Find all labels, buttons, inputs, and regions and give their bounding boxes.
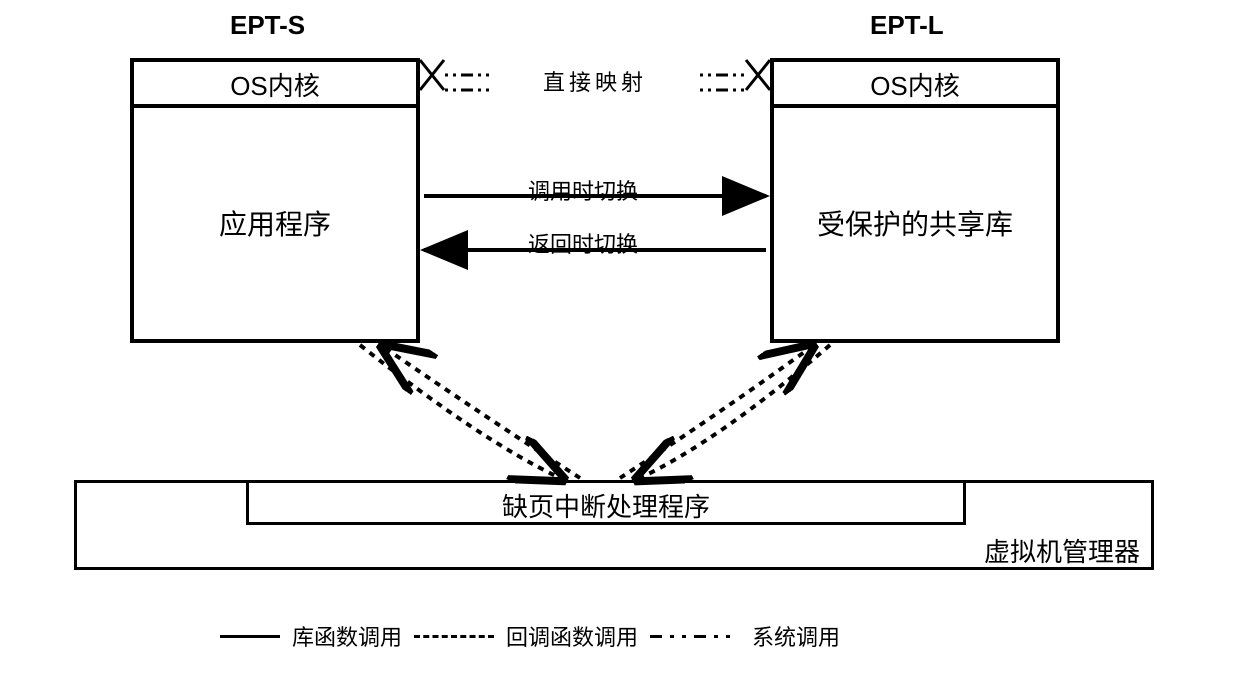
handler-to-left-arrow <box>385 348 580 478</box>
right-to-handler-arrow <box>640 345 830 478</box>
return-switch-label: 返回时切换 <box>528 227 638 259</box>
vmm-inner: 缺页中断处理程序 <box>246 480 966 525</box>
legend-callback: 回调函数调用 <box>506 620 638 652</box>
right-box-header: OS内核 <box>774 62 1056 108</box>
legend: 库函数调用 回调函数调用 系统调用 <box>220 620 840 652</box>
legend-solid-line <box>220 635 280 638</box>
left-box-body: 应用程序 <box>134 108 416 343</box>
legend-syscall: 系统调用 <box>752 620 840 652</box>
legend-dashed-line <box>414 635 494 638</box>
ept-s-label: EPT-S <box>230 10 305 41</box>
vmm-label: 虚拟机管理器 <box>984 532 1140 569</box>
left-to-handler-arrow <box>360 345 560 478</box>
left-box-header: OS内核 <box>134 62 416 108</box>
right-box: OS内核 受保护的共享库 <box>770 58 1060 343</box>
call-switch-label: 调用时切换 <box>528 174 638 206</box>
ept-l-label: EPT-L <box>870 10 944 41</box>
diagram-root: EPT-S EPT-L OS内核 应用程序 OS内核 受保护的共享库 直接映射 … <box>0 0 1240 688</box>
legend-dashdot-line <box>650 635 740 638</box>
legend-lib-call: 库函数调用 <box>292 620 402 652</box>
right-box-body: 受保护的共享库 <box>774 108 1056 343</box>
handler-to-right-arrow <box>620 348 810 478</box>
direct-map-label: 直接映射 <box>490 65 700 97</box>
left-box: OS内核 应用程序 <box>130 58 420 343</box>
